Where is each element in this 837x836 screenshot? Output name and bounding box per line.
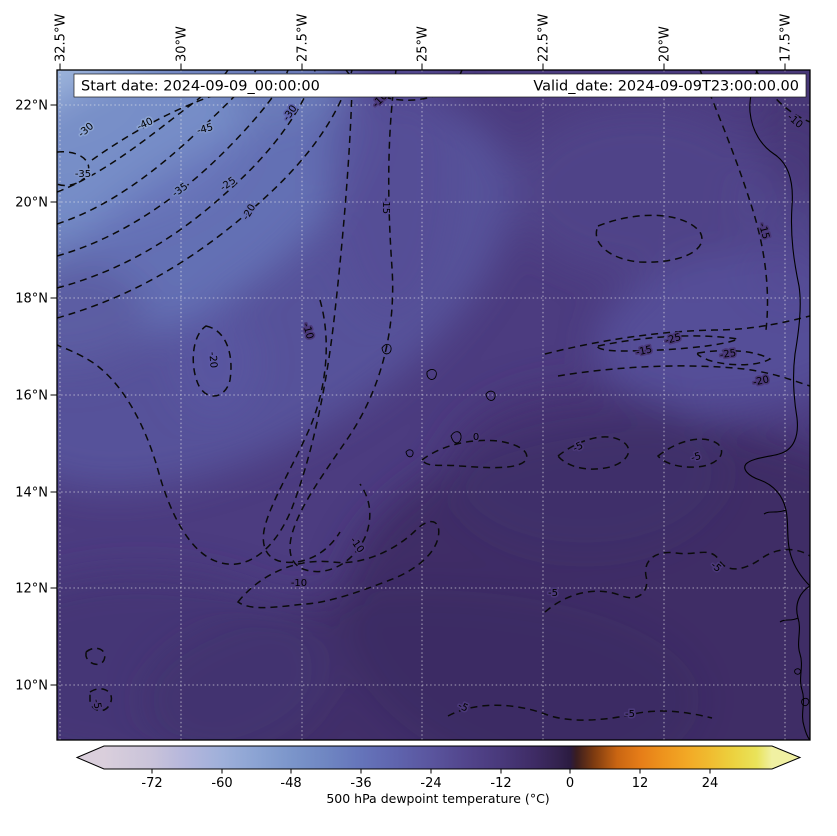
- plot-border: [56, 69, 811, 741]
- contour-line: [597, 335, 741, 352]
- contour-line: [755, 70, 810, 123]
- contour-label: -20: [206, 351, 218, 368]
- y-tick-label: 14°N: [15, 486, 48, 501]
- river: [763, 509, 787, 515]
- field-blob: [510, 105, 770, 275]
- contour-label: -15: [380, 198, 391, 214]
- contour-label: -5: [690, 451, 702, 464]
- contour-line: [557, 365, 810, 387]
- graticule: [57, 70, 810, 740]
- contour-label: -10: [291, 578, 307, 589]
- field-blob: [57, 570, 330, 740]
- y-tick-label: 20°N: [15, 196, 48, 211]
- contour-label: 0: [473, 432, 479, 443]
- contour-line: [544, 548, 810, 613]
- contour-label: -35: [75, 169, 91, 180]
- field-blob: [173, 307, 257, 417]
- valid-date-text: Valid_date: 2024-09-09T23:00:00.00: [533, 79, 799, 95]
- colorbar-tick-label: 0: [566, 776, 574, 791]
- coastline: [744, 70, 810, 587]
- colorbar-tick-label: -48: [280, 776, 301, 791]
- colorbar-bar: [75, 745, 802, 770]
- x-tick-label: 17.5°W: [779, 14, 794, 62]
- contour-line: [57, 70, 316, 289]
- y-tick-label: 12°N: [15, 582, 48, 597]
- axes: 32.5°W 30°W 27.5°W 25°W 22.5°W 20°W 17.5°W 22°N…: [15, 14, 793, 694]
- contour-line: [699, 70, 769, 331]
- contour-label: -25: [719, 348, 737, 361]
- contour-line: [696, 349, 772, 366]
- contour-line: [544, 315, 810, 355]
- contour-line: [57, 70, 353, 319]
- field-blob: [445, 385, 725, 555]
- field-blob: [57, 265, 150, 375]
- contour-line: [595, 214, 703, 263]
- contour-label: -15: [635, 344, 653, 358]
- colorbar-tick-label: 12: [632, 776, 649, 791]
- contour-line: [91, 74, 249, 161]
- x-tick-label: 30°W: [175, 26, 190, 62]
- header-background: [73, 73, 807, 98]
- colorbar-tick-label: -36: [350, 776, 371, 791]
- x-tick-label: 32.5°W: [54, 14, 69, 62]
- x-tick-label: 25°W: [416, 26, 431, 62]
- island-cape-verde: [381, 343, 392, 355]
- x-tick-label: 20°W: [658, 26, 673, 62]
- y-tick-label: 22°N: [15, 99, 48, 114]
- contour-line: [57, 70, 229, 193]
- island: [794, 668, 801, 675]
- contour-line: [57, 151, 90, 187]
- colorbar: -72 -60 -48 -36 -24 -12 0 12 24 500 hPa dewpoint…: [75, 745, 802, 806]
- dewpoint-field: [57, 70, 810, 740]
- contour-line: [447, 704, 713, 721]
- colorbar-tick-label: -24: [420, 776, 441, 791]
- x-tick-label: 22.5°W: [537, 14, 552, 62]
- colorbar-label: 500 hPa dewpoint temperature (°C): [326, 791, 549, 806]
- field-blob: [327, 70, 457, 320]
- island: [801, 697, 810, 707]
- field-blob: [596, 248, 810, 412]
- x-tick-label: 27.5°W: [296, 14, 311, 62]
- contour-line: [420, 439, 528, 469]
- contour-line: [262, 299, 341, 564]
- coastline: [796, 585, 810, 740]
- contour-label: -5: [548, 588, 558, 599]
- island-cape-verde: [450, 431, 462, 444]
- colorbar-tick-label: -72: [141, 776, 162, 791]
- contour-line: [556, 436, 630, 470]
- island-cape-verde: [485, 390, 496, 401]
- colorbar-ticks: -72 -60 -48 -36 -24 -12 0 12 24: [141, 769, 718, 791]
- contour-label: -5: [90, 698, 103, 710]
- contour-line: [192, 325, 232, 397]
- contour-lines: [57, 70, 810, 721]
- contour-label: -10: [300, 322, 315, 341]
- contour-label: -5: [625, 709, 635, 720]
- header-box: Start date: 2024-09-09_00:00:00 Valid_da…: [73, 73, 807, 98]
- contour-line: [57, 87, 353, 565]
- river: [779, 617, 799, 623]
- y-tick-label: 10°N: [15, 679, 48, 694]
- y-tick-label: 18°N: [15, 292, 48, 307]
- field-blob: [757, 70, 810, 205]
- island-cape-verde: [426, 369, 437, 380]
- colorbar-tick-label: -60: [211, 776, 232, 791]
- start-date-text: Start date: 2024-09-09_00:00:00: [81, 79, 320, 95]
- colorbar-tick-label: 24: [702, 776, 719, 791]
- coastline-group: [381, 70, 810, 740]
- contour-line: [289, 70, 397, 573]
- island-cape-verde: [405, 449, 414, 458]
- contour-label: -20: [752, 374, 770, 388]
- colorbar-tick-label: -12: [490, 776, 511, 791]
- contour-line: [236, 520, 440, 609]
- contour-line: [85, 647, 106, 666]
- y-tick-label: 16°N: [15, 389, 48, 404]
